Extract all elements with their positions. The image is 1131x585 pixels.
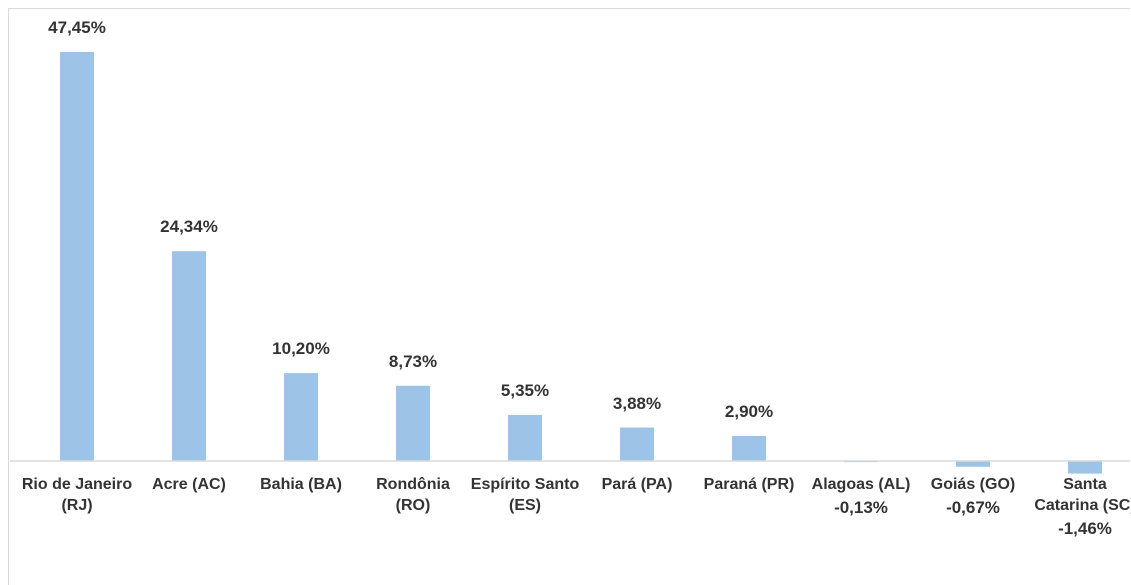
value-label: 24,34% <box>160 217 218 237</box>
x-tick-label: Rio de Janeiro (RJ) <box>21 476 133 514</box>
bar <box>508 414 542 461</box>
bar <box>396 385 430 461</box>
bar <box>956 461 990 467</box>
x-tick-label: Espírito Santo (ES) <box>470 476 580 514</box>
x-tick-label: Paraná (PR) <box>703 476 795 493</box>
x-tick-label: Pará (PA) <box>601 476 673 493</box>
x-tick-label: Bahia (BA) <box>260 476 342 493</box>
value-label: 2,90% <box>724 402 774 421</box>
x-tick-label: Santa Catarina (SC) <box>1034 476 1131 514</box>
chart-frame <box>8 8 1130 585</box>
bar <box>732 436 766 461</box>
x-tick-label: Rondônia (RO) <box>376 476 450 514</box>
x-tick-label: Acre (AC) <box>152 476 226 493</box>
value-label: 10,20% <box>272 339 330 359</box>
value-label: 8,73% <box>388 351 438 371</box>
value-label: 3,88% <box>612 393 662 413</box>
bar <box>284 373 318 461</box>
value-label: 47,45% <box>48 18 106 37</box>
bar <box>172 251 206 461</box>
value-label: -0,13% <box>834 498 888 517</box>
bar <box>620 427 654 461</box>
x-tick-label: Goiás (GO) <box>930 476 1016 493</box>
bar <box>60 52 94 461</box>
x-tick-label: Alagoas (AL) <box>811 476 911 493</box>
value-label: -1,46% <box>1058 519 1112 538</box>
value-label: -0,67% <box>946 498 1000 517</box>
bar <box>1068 461 1102 474</box>
value-label: 5,35% <box>500 380 550 400</box>
